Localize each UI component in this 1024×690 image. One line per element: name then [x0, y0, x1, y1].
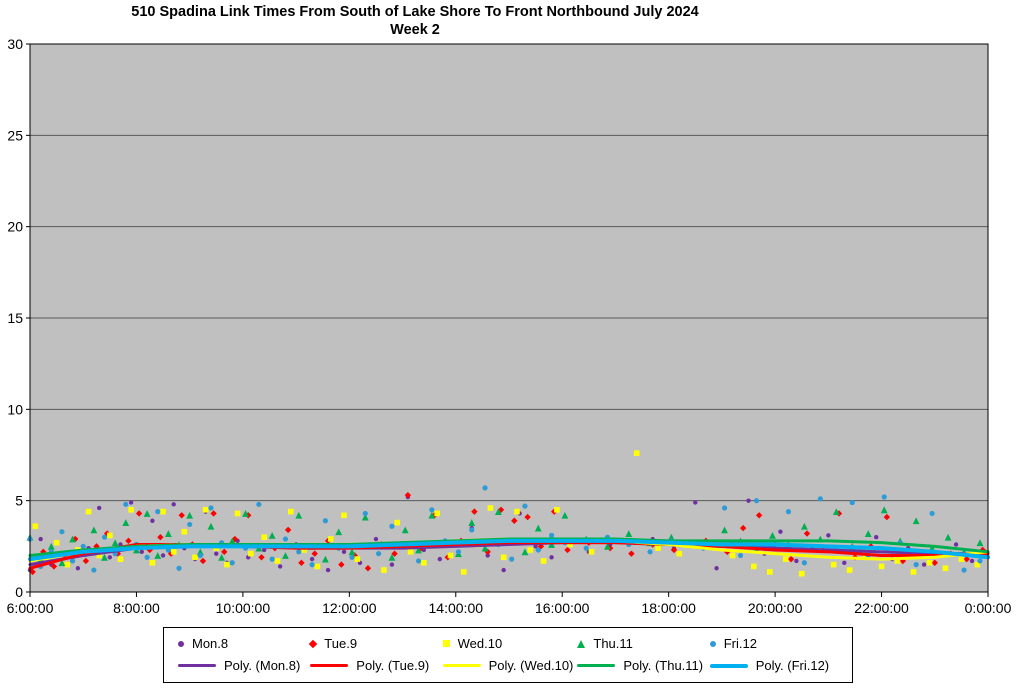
circle-marker-icon — [178, 640, 184, 647]
legend-item-poly-wed10: Poly. (Wed.10) — [442, 658, 574, 673]
legend-label-wed10: Wed.10 — [457, 636, 503, 651]
legend-item-wed10: Wed.10 — [442, 636, 574, 651]
trendline-swatch-icon — [178, 664, 216, 667]
legend-label-poly-mon8: Poly. (Mon.8) — [224, 658, 301, 673]
legend-label-thu11: Thu.11 — [593, 636, 633, 651]
legend-item-tue9: Tue.9 — [309, 636, 438, 651]
svg-text:14:00:00: 14:00:00 — [429, 600, 484, 616]
legend-item-fri12: Fri.12 — [709, 636, 838, 651]
legend-label-poly-thu11: Poly. (Thu.11) — [623, 658, 704, 673]
trendline-swatch-icon — [709, 663, 748, 668]
svg-text:15: 15 — [7, 310, 23, 326]
legend-item-poly-tue9: Poly. (Tue.9) — [310, 658, 438, 673]
trendline-swatch-icon — [442, 664, 481, 667]
svg-text:16:00:00: 16:00:00 — [535, 600, 590, 616]
legend-item-poly-mon8: Poly. (Mon.8) — [178, 658, 306, 673]
legend-label-poly-tue9: Poly. (Tue.9) — [356, 658, 430, 673]
svg-text:12:00:00: 12:00:00 — [322, 600, 377, 616]
svg-text:8:00:00: 8:00:00 — [113, 600, 160, 616]
diamond-marker-icon — [309, 639, 318, 648]
legend-label-poly-wed10: Poly. (Wed.10) — [488, 658, 574, 673]
svg-text:30: 30 — [7, 36, 23, 52]
trendline-swatch-icon — [310, 664, 349, 667]
chart-title-line2: Week 2 — [390, 22, 440, 38]
series-points-wed10 — [32, 450, 981, 577]
legend-item-mon8: Mon.8 — [178, 636, 306, 651]
legend-label-tue9: Tue.9 — [324, 636, 358, 651]
chart-title: 510 Spadina Link Times From South of Lak… — [0, 4, 830, 38]
circle-marker-icon — [709, 640, 716, 647]
svg-text:6:00:00: 6:00:00 — [7, 600, 54, 616]
svg-text:10: 10 — [7, 401, 23, 417]
square-marker-icon — [442, 640, 450, 647]
svg-text:25: 25 — [7, 127, 23, 143]
plot-border — [29, 43, 989, 593]
scatter-chart-svg: 0 5 10 15 20 25 30 6:00:00 8:00:00 10:00:00 12:00:… — [7, 36, 1012, 616]
chart-legend: Mon.8 Tue.9 Wed.10 Thu.11 Fri.12 Poly. (Mon.8… — [163, 627, 853, 683]
trendline-swatch-icon — [577, 664, 616, 667]
chart-container: 0 5 10 15 20 25 30 6:00:00 8:00:00 10:00:00 12:00:… — [7, 36, 1012, 616]
svg-text:0: 0 — [15, 584, 23, 600]
x-axis-labels: 6:00:00 8:00:00 10:00:00 12:00:00 14:00:00 16… — [7, 592, 1012, 616]
legend-item-thu11: Thu.11 — [577, 636, 705, 651]
svg-text:22:00:00: 22:00:00 — [854, 600, 909, 616]
svg-text:5: 5 — [15, 493, 23, 509]
triangle-marker-icon — [577, 639, 586, 648]
svg-text:20: 20 — [7, 219, 23, 235]
chart-title-line1: 510 Spadina Link Times From South of Lak… — [131, 4, 699, 20]
svg-text:0:00:00: 0:00:00 — [965, 600, 1012, 616]
svg-text:18:00:00: 18:00:00 — [641, 600, 696, 616]
legend-item-poly-thu11: Poly. (Thu.11) — [577, 658, 705, 673]
legend-item-poly-fri12: Poly. (Fri.12) — [709, 658, 838, 673]
legend-label-poly-fri12: Poly. (Fri.12) — [755, 658, 830, 673]
svg-text:10:00:00: 10:00:00 — [216, 600, 271, 616]
svg-text:20:00:00: 20:00:00 — [748, 600, 803, 616]
legend-label-fri12: Fri.12 — [723, 636, 757, 651]
trendline-fri12 — [28, 538, 990, 562]
y-axis-labels: 0 5 10 15 20 25 30 — [7, 36, 30, 600]
legend-label-mon8: Mon.8 — [192, 636, 229, 651]
